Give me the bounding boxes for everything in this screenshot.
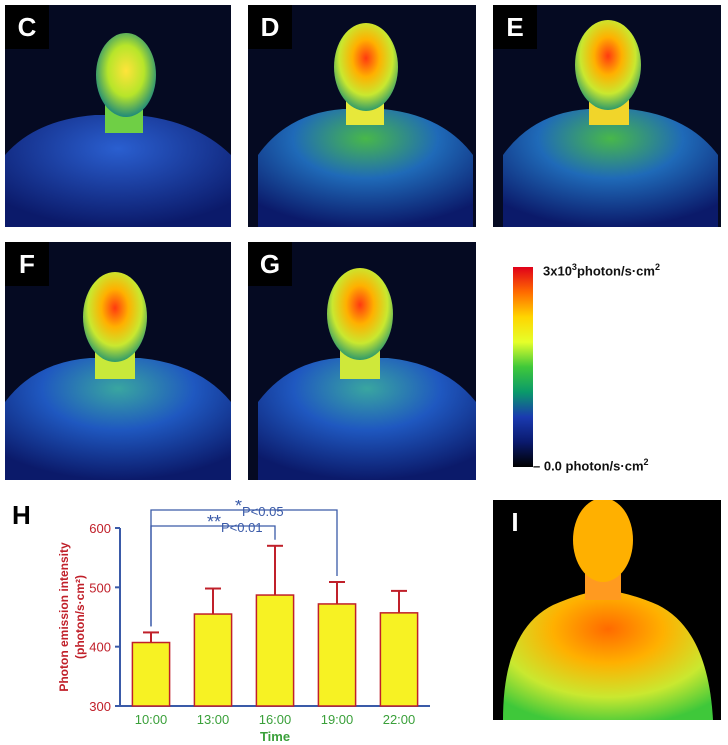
y-tick-label: 400 <box>89 640 111 655</box>
bar <box>193 613 233 707</box>
panel-i: I <box>493 500 721 720</box>
colorbar-max-label: 3x103photon/s·cm2 <box>543 262 660 278</box>
y-axis-label-line2: (photon/s·cm²) <box>73 575 87 659</box>
panel-i-label: I <box>493 500 537 544</box>
x-tick-label: 13:00 <box>197 712 230 727</box>
significance-bracket <box>150 525 276 627</box>
x-tick-label: 22:00 <box>383 712 416 727</box>
panel-g-label: G <box>248 242 292 286</box>
colorbar-max-unit: photon/s·cm <box>576 263 655 279</box>
panel-d-image <box>248 5 476 227</box>
colorbar: 3x103photon/s·cm2 – 0.0 photon/s·cm2 <box>493 242 721 480</box>
colorbar-max-mantissa: 3x10 <box>543 263 572 279</box>
panel-d: D <box>248 5 476 227</box>
colorbar-min-exp: 2 <box>643 457 649 467</box>
panel-d-label: D <box>248 5 292 49</box>
x-tick-label: 16:00 <box>259 712 292 727</box>
bar <box>131 641 171 707</box>
bar <box>379 612 419 707</box>
colorbar-gradient <box>513 267 533 467</box>
panel-h-label: H <box>12 500 31 530</box>
y-tick-label: 500 <box>89 580 111 595</box>
bar <box>255 594 295 707</box>
panel-g: G <box>248 242 476 480</box>
panel-c: C <box>5 5 231 227</box>
panel-c-image <box>5 5 231 227</box>
y-tick-label: 600 <box>89 521 111 536</box>
x-axis-label: Time <box>260 729 290 744</box>
panel-c-label: C <box>5 5 49 49</box>
bar <box>317 603 357 707</box>
x-tick-label: 19:00 <box>321 712 354 727</box>
panel-e-label: E <box>493 5 537 49</box>
panel-e: E <box>493 5 721 227</box>
colorbar-max-exp: 3 <box>571 262 577 272</box>
colorbar-max-unit-exp: 2 <box>654 262 660 272</box>
x-tick-label: 10:00 <box>135 712 168 727</box>
panel-f: F <box>5 242 231 480</box>
panel-f-label: F <box>5 242 49 286</box>
significance-label: P<0.01 <box>221 520 263 535</box>
y-axis-label-line1: Photon emission intensity <box>57 542 71 692</box>
y-tick-label: 300 <box>89 699 111 714</box>
significance-stars: * <box>235 500 242 516</box>
significance-label: P<0.05 <box>242 504 284 519</box>
colorbar-min-text: 0.0 photon/s·cm <box>543 458 644 474</box>
colorbar-min-label: – 0.0 photon/s·cm2 <box>533 457 649 474</box>
significance-stars: ** <box>207 512 221 532</box>
bar-chart: 300 400 500 600 10:00 13:00 16:00 19:00 22:00 Tim… <box>57 500 430 744</box>
